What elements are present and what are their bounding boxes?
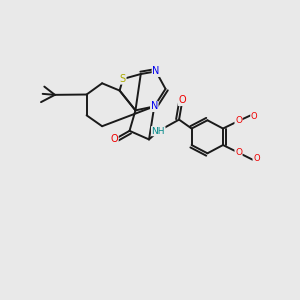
Text: O: O — [253, 154, 260, 163]
Text: NH: NH — [152, 127, 165, 136]
Text: N: N — [151, 101, 158, 111]
Text: O: O — [235, 148, 242, 157]
Text: O: O — [251, 112, 257, 121]
Text: O: O — [235, 116, 242, 125]
Text: O: O — [178, 95, 186, 106]
Text: N: N — [152, 66, 160, 76]
Text: S: S — [120, 74, 126, 84]
Text: O: O — [110, 134, 118, 144]
